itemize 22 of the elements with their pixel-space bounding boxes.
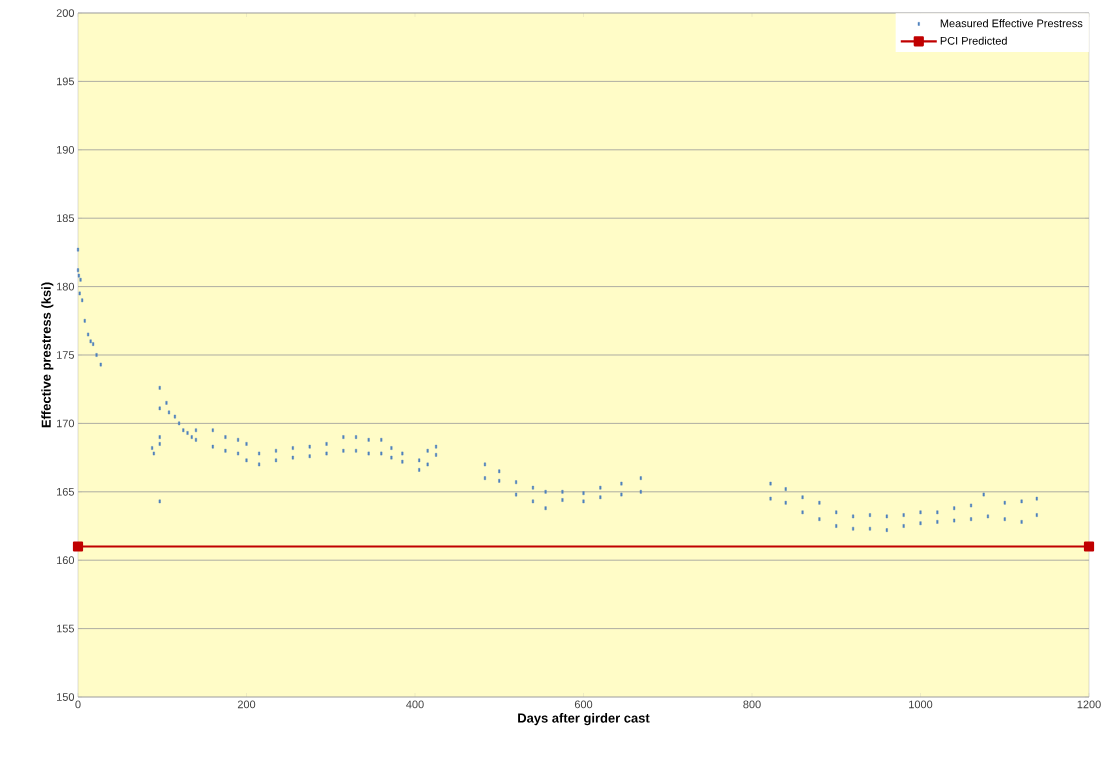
y-tick-label: 200 xyxy=(56,9,75,17)
y-tick-label: 150 xyxy=(57,693,75,701)
x-tick-label: 800 xyxy=(743,700,761,709)
y-tick-label: 180 xyxy=(57,282,75,291)
y-tick-label: 170 xyxy=(57,419,75,428)
y-tick-label: 160 xyxy=(57,556,75,565)
y-tick-label: 165 xyxy=(57,487,75,496)
y-axis-title: Effective prestress (ksi) xyxy=(41,282,54,428)
x-tick-label: 1000 xyxy=(909,700,933,709)
y-tick-label: 190 xyxy=(57,145,75,154)
y-tick-label: 185 xyxy=(57,214,75,223)
y-tick-label: 175 xyxy=(57,351,75,359)
x-tick-label: 1200 xyxy=(1077,700,1101,709)
y-tick-label: 195 xyxy=(57,77,75,86)
x-axis-title: Days after girder cast xyxy=(518,713,650,726)
x-tick-label: 0 xyxy=(75,700,81,709)
x-tick-label: 600 xyxy=(574,700,593,709)
x-tick-label: 400 xyxy=(406,700,424,709)
x-tick-label: 200 xyxy=(237,700,256,709)
legend-label: Measured Effective Prestress xyxy=(940,19,1083,28)
legend-label: PCI Predicted xyxy=(940,36,1007,45)
y-tick-label: 155 xyxy=(57,624,75,633)
